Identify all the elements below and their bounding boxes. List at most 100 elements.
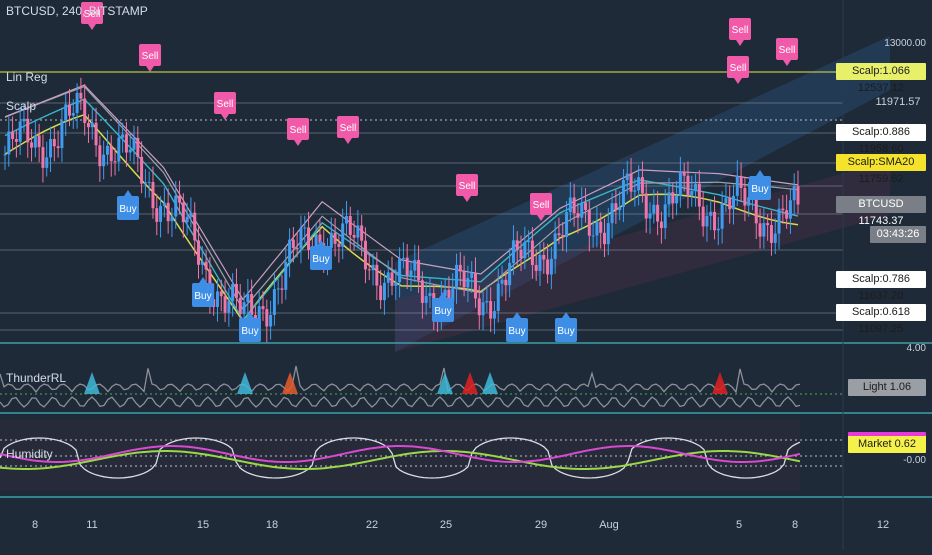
candle-body [215, 291, 219, 308]
candle-body [223, 296, 227, 313]
candle-body [602, 232, 606, 245]
buy-marker[interactable]: Buy [192, 277, 214, 307]
sell-marker[interactable]: Sell [776, 38, 798, 66]
candle-body [303, 227, 307, 229]
time-tick-label: 8 [792, 519, 798, 531]
candle-body [261, 306, 265, 310]
candle-body [713, 211, 717, 231]
thunder-pane-label[interactable]: ThunderRL [6, 371, 67, 385]
candle-body [113, 161, 117, 163]
time-tick-label: 15 [197, 519, 209, 531]
candle-body [394, 282, 398, 286]
buy-marker[interactable]: Buy [117, 190, 139, 220]
candle-body [356, 225, 360, 238]
candle-body [565, 212, 569, 238]
candle-body [777, 208, 781, 234]
candle-body [724, 198, 728, 204]
price-label-countdown: 03:43:26 [870, 226, 926, 243]
candle-body [428, 293, 432, 297]
candle-body [307, 227, 311, 250]
candle-body [716, 228, 720, 231]
candle-body [538, 254, 542, 271]
candle-body [413, 259, 417, 271]
candle-body [508, 263, 512, 286]
buy-marker[interactable]: Buy [432, 292, 454, 322]
buy-marker[interactable]: Buy [310, 240, 332, 270]
price-label-value: 11958.60 [858, 143, 904, 155]
sell-marker[interactable]: Sell [729, 18, 751, 46]
candle-body [781, 208, 785, 211]
candle-body [272, 289, 276, 315]
buy-marker[interactable]: Buy [239, 312, 261, 342]
candle-body [174, 195, 178, 217]
candle-body [219, 291, 223, 297]
candle-body [390, 272, 394, 286]
sell-marker[interactable]: Sell [81, 2, 103, 30]
candle-body [18, 121, 22, 142]
candle-body [606, 223, 610, 245]
thunder-upper [0, 365, 801, 394]
time-tick-label: 18 [266, 519, 278, 531]
candle-body [333, 232, 337, 244]
candle-body [37, 135, 41, 148]
sell-label: Sell [732, 25, 749, 36]
sell-marker[interactable]: Sell [139, 44, 161, 72]
sell-marker[interactable]: Sell [727, 56, 749, 84]
time-tick-label: 29 [535, 519, 547, 531]
candle-body [671, 192, 675, 204]
candle-body [227, 301, 231, 313]
pane-tick-4: 4.00 [906, 343, 926, 354]
candle-body [546, 259, 550, 275]
candle-body [678, 171, 682, 196]
sell-marker[interactable]: Sell [337, 116, 359, 144]
candle-body [420, 280, 424, 303]
signal-markers[interactable]: Sell Sell Sell Sell Sell Sell Sell Sell Sell Sell… [81, 2, 798, 342]
light-label: Light [862, 381, 887, 393]
candle-body [527, 240, 531, 243]
candle-body [754, 196, 758, 224]
sell-marker[interactable]: Sell [214, 92, 236, 120]
buy-label: Buy [557, 326, 574, 337]
candle-body [189, 212, 193, 217]
candle-body [26, 118, 30, 143]
candle-body [584, 202, 588, 210]
buy-marker[interactable]: Buy [749, 170, 771, 200]
sell-marker[interactable]: Sell [287, 118, 309, 146]
buy-marker[interactable]: Buy [506, 312, 528, 342]
humidity-pane-label[interactable]: Humidity [6, 447, 53, 461]
candle-body [417, 259, 421, 281]
candle-body [250, 294, 254, 315]
candle-body [595, 221, 599, 236]
candle-body [796, 186, 800, 205]
candle-body [766, 223, 770, 226]
candle-body [648, 213, 652, 219]
candle-body [443, 289, 447, 297]
candle-body [473, 272, 477, 299]
candle-body [60, 120, 64, 149]
candle-body [30, 142, 34, 148]
price-label-prefix: Scalp:0.886 [851, 126, 911, 138]
candle-body [352, 235, 356, 238]
light-value-badge: Light 1.06 [848, 379, 926, 396]
candle-body [542, 254, 546, 260]
sma20-line [4, 113, 799, 323]
candle-body [697, 183, 701, 207]
candle-body [166, 202, 170, 222]
buy-marker[interactable]: Buy [555, 312, 577, 342]
candle-body [743, 188, 747, 206]
candle-body [79, 92, 83, 99]
indicator-lin-reg[interactable]: Lin Reg [6, 70, 48, 84]
candle-body [181, 202, 185, 223]
candle-body [747, 197, 751, 206]
candle-body [280, 288, 284, 290]
market-label: Market [857, 438, 892, 450]
candle-body [629, 173, 633, 192]
sell-marker[interactable]: Sell [456, 174, 478, 202]
candle-body [117, 137, 121, 162]
sell-marker[interactable]: Sell [530, 193, 552, 221]
indicator-scalp[interactable]: Scalp [6, 99, 37, 113]
thunder-spike [482, 372, 498, 394]
candle-body [121, 134, 125, 138]
